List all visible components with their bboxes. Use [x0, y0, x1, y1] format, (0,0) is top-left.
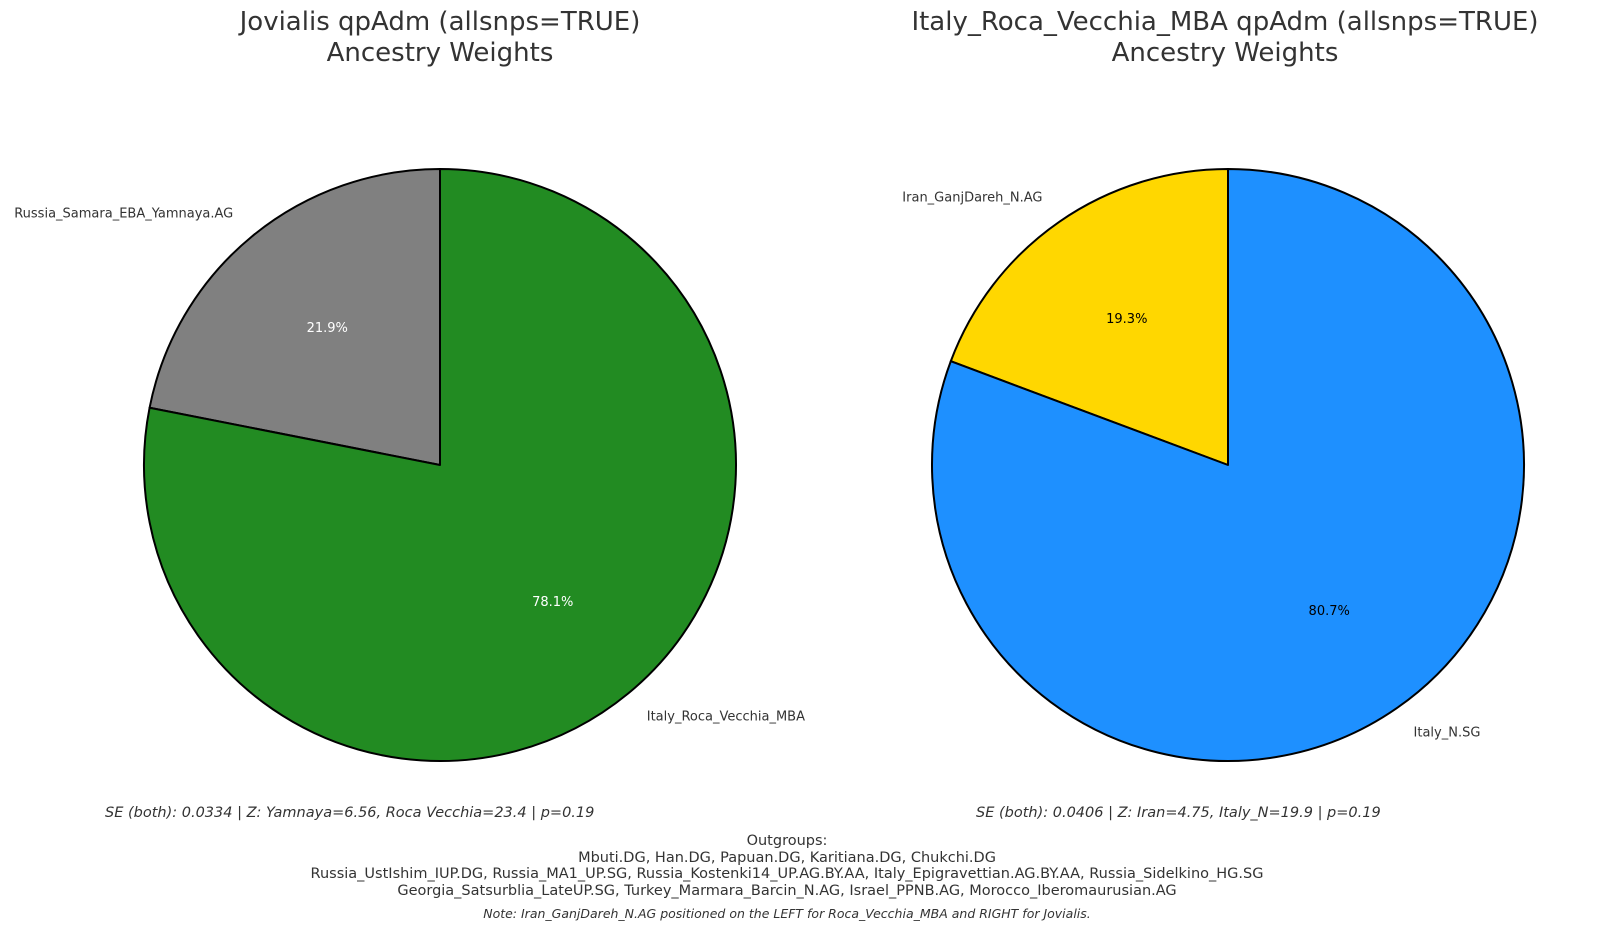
- right-stats-line: SE (both): 0.0406 | Z: Iran=4.75, Italy_…: [976, 805, 1381, 821]
- left-pie-percent-label-1: 21.9%: [307, 321, 348, 336]
- left-chart-title-line1: Jovialis qpAdm (allsnps=TRUE): [239, 7, 641, 37]
- left-pie-slice-label-2: Italy_Roca_Vecchia_MBA: [647, 710, 805, 725]
- right-pie-slice-label-1: Iran_GanjDareh_N.AG: [902, 190, 1042, 205]
- right-pie-percent-label-2: 80.7%: [1309, 604, 1350, 619]
- outgroups-heading: Outgroups:: [746, 833, 828, 849]
- right-chart-title: Italy_Roca_Vecchia_MBA qpAdm (allsnps=TR…: [875, 7, 1575, 69]
- outgroups-line-2: Russia_UstIshim_IUP.DG, Russia_MA1_UP.SG…: [310, 866, 1264, 882]
- left-chart-title: Jovialis qpAdm (allsnps=TRUE) Ancestry W…: [90, 7, 790, 69]
- outgroups-line-3: Georgia_Satsurblia_LateUP.SG, Turkey_Mar…: [397, 882, 1177, 899]
- right-pie-slice-label-2: Italy_N.SG: [1414, 726, 1481, 741]
- left-chart-title-line2: Ancestry Weights: [326, 38, 554, 68]
- left-pie-slice-2: [143, 168, 737, 762]
- right-pie-slice-1: [949, 168, 1229, 466]
- left-pie-percent-label-2: 78.1%: [532, 595, 573, 610]
- outgroups-line-1: Mbuti.DG, Han.DG, Papuan.DG, Karitiana.D…: [578, 849, 996, 866]
- left-pie-slice-label-1: Russia_Samara_EBA_Yamnaya.AG: [14, 206, 233, 221]
- left-pie-chart: 21.9% Russia_Samara_EBA_Yamnaya.AG 78.1% It…: [14, 168, 805, 762]
- outgroups-block: Outgroups: Mbuti.DG, Han.DG, Papuan.DG, …: [0, 833, 1574, 899]
- right-chart-title-line1: Italy_Roca_Vecchia_MBA qpAdm (allsnps=TR…: [911, 7, 1539, 37]
- right-pie-chart: 19.3% Iran_GanjDareh_N.AG 80.7% Italy_N.SG: [902, 168, 1525, 762]
- left-stats-line: SE (both): 0.0334 | Z: Yamnaya=6.56, Roc…: [105, 805, 595, 821]
- right-chart-title-line2: Ancestry Weights: [1111, 38, 1339, 68]
- footnote: Note: Iran_GanjDareh_N.AG positioned on …: [483, 906, 1091, 921]
- right-pie-percent-label-1: 19.3%: [1106, 312, 1147, 327]
- left-pie-slice-1: [148, 168, 441, 466]
- right-pie-slice-2: [931, 168, 1525, 762]
